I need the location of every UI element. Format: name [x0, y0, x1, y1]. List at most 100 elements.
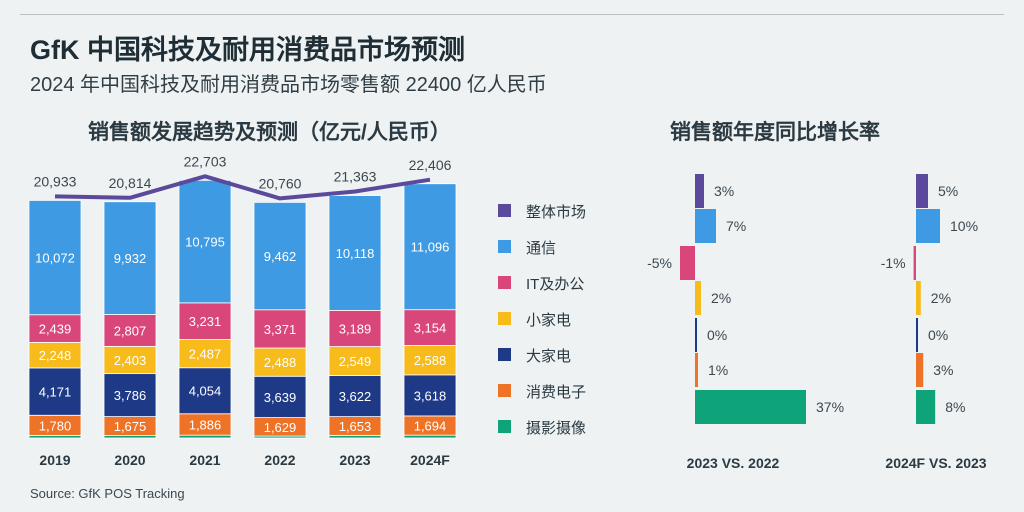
legend-swatch-大家电: [498, 348, 511, 361]
legend-label-摄影摄像: 摄影摄像: [526, 420, 587, 437]
page-subtitle: 2024 年中国科技及耐用消费品市场零售额 22400 亿人民币: [30, 74, 547, 96]
bar-segment-IT及办公-2023: [328, 309, 382, 347]
growth-label-1-大家电: 0%: [928, 327, 948, 343]
x-tick-2019: 2019: [39, 452, 70, 468]
bar-label-IT及办公-2022: 3,371: [264, 322, 297, 337]
growth-label-1-整体市场: 5%: [938, 183, 958, 199]
right-chart-title: 销售额年度同比增长率: [670, 121, 880, 144]
bar-segment-小家电-2020: [103, 345, 157, 375]
bar-label-通信-2021: 10,795: [185, 235, 225, 250]
total-label-2024F: 22,406: [409, 157, 452, 173]
bar-label-IT及办公-2021: 3,231: [189, 314, 222, 329]
bar-label-通信-2024F: 11,096: [411, 240, 450, 255]
x-tick-2023: 2023: [339, 452, 370, 468]
bar-label-消费电子-2020: 1,675: [114, 419, 147, 434]
legend-swatch-摄影摄像: [498, 420, 511, 433]
x-tick-2024F: 2024F: [410, 452, 450, 468]
legend-label-IT及办公: IT及办公: [526, 276, 585, 293]
growth-group-label-0: 2023 VS. 2022: [687, 455, 780, 471]
bar-label-IT及办公-2023: 3,189: [339, 321, 372, 336]
x-tick-2022: 2022: [264, 452, 295, 468]
bar-label-小家电-2024F: 2,588: [414, 353, 447, 368]
bar-label-大家电-2021: 4,054: [189, 384, 222, 399]
bar-label-IT及办公-2024F: 3,154: [414, 321, 447, 336]
growth-bar-1-整体市场: [916, 174, 928, 208]
bar-label-通信-2022: 9,462: [264, 249, 297, 264]
x-tick-2021: 2021: [189, 452, 220, 468]
growth-bar-1-消费电子: [916, 353, 924, 387]
bar-segment-摄影摄像-2021: [178, 434, 232, 439]
growth-label-0-大家电: 0%: [707, 327, 727, 343]
bar-label-大家电-2023: 3,622: [339, 389, 372, 404]
legend-swatch-消费电子: [498, 384, 511, 397]
source-note: Source: GfK POS Tracking: [30, 486, 185, 501]
legend-swatch-整体市场: [498, 204, 511, 217]
bar-label-消费电子-2019: 1,780: [39, 418, 72, 433]
legend-label-大家电: 大家电: [526, 348, 572, 365]
total-label-2021: 22,703: [184, 153, 227, 169]
growth-bar-0-IT及办公: [680, 246, 695, 280]
bar-segment-IT及办公-2024F: [403, 309, 457, 346]
bar-segment-小家电-2024F: [403, 345, 457, 376]
growth-bar-0-摄影摄像: [695, 390, 806, 424]
bar-segment-小家电-2023: [328, 346, 382, 376]
bar-segment-通信-2019: [28, 200, 82, 316]
bar-segment-通信-2024F: [403, 183, 457, 311]
bar-segment-大家电-2022: [253, 375, 307, 418]
bar-segment-摄影摄像-2024F: [403, 434, 457, 439]
growth-bar-0-通信: [695, 209, 716, 243]
growth-bar-1-IT及办公: [913, 246, 916, 280]
total-label-2023: 21,363: [334, 169, 377, 185]
growth-label-1-小家电: 2%: [931, 290, 951, 306]
bar-segment-IT及办公-2020: [103, 314, 157, 347]
growth-label-1-消费电子: 3%: [933, 362, 953, 378]
bar-segment-小家电-2021: [178, 339, 232, 369]
growth-bar-0-消费电子: [695, 353, 698, 387]
growth-label-0-通信: 7%: [726, 218, 746, 234]
bar-segment-IT及办公-2021: [178, 302, 232, 340]
bar-label-小家电-2021: 2,487: [189, 347, 222, 362]
bar-label-小家电-2020: 2,403: [114, 353, 147, 368]
x-tick-2020: 2020: [114, 452, 145, 468]
bar-label-IT及办公-2019: 2,439: [39, 322, 72, 337]
bar-label-大家电-2024F: 3,618: [414, 388, 447, 403]
growth-label-0-摄影摄像: 37%: [816, 399, 844, 415]
growth-label-0-整体市场: 3%: [714, 183, 734, 199]
bar-segment-IT及办公-2019: [28, 314, 82, 343]
bar-segment-大家电-2021: [178, 367, 232, 415]
bar-label-大家电-2020: 3,786: [114, 388, 147, 403]
growth-label-1-通信: 10%: [950, 218, 978, 234]
bar-label-消费电子-2024F: 1,694: [414, 419, 447, 434]
bar-label-消费电子-2022: 1,629: [264, 420, 297, 435]
top-divider: [20, 14, 1004, 15]
page-title: GfK 中国科技及耐用消费品市场预测: [30, 35, 465, 65]
growth-label-0-消费电子: 1%: [708, 362, 728, 378]
total-market-line: [54, 174, 431, 201]
bar-label-IT及办公-2020: 2,807: [114, 323, 147, 338]
growth-bar-1-大家电: [916, 318, 918, 352]
growth-bar-1-通信: [916, 209, 940, 243]
bar-label-大家电-2022: 3,639: [264, 390, 297, 405]
bar-label-通信-2019: 10,072: [35, 251, 75, 266]
bar-segment-通信-2022: [253, 201, 307, 311]
growth-group-label-1: 2024F VS. 2023: [885, 455, 986, 471]
total-label-2022: 20,760: [259, 175, 302, 191]
bar-label-小家电-2022: 2,488: [264, 355, 297, 370]
legend-label-通信: 通信: [526, 240, 557, 257]
bar-segment-IT及办公-2022: [253, 309, 307, 349]
bar-label-通信-2020: 9,932: [114, 251, 147, 266]
legend-swatch-IT及办公: [498, 276, 511, 289]
growth-label-1-IT及办公: -1%: [881, 255, 906, 271]
bar-segment-通信-2021: [178, 179, 232, 304]
legend-swatch-小家电: [498, 312, 511, 325]
bar-label-大家电-2019: 4,171: [39, 385, 72, 400]
left-chart-title: 销售额发展趋势及预测（亿元/人民币）: [88, 121, 451, 144]
bar-label-通信-2023: 10,118: [336, 246, 375, 261]
growth-bar-0-小家电: [695, 281, 701, 315]
bar-label-消费电子-2023: 1,653: [339, 419, 372, 434]
bar-label-小家电-2019: 2,248: [39, 348, 72, 363]
bar-segment-小家电-2022: [253, 347, 307, 377]
growth-label-0-IT及办公: -5%: [647, 255, 672, 271]
legend-swatch-通信: [498, 240, 511, 253]
